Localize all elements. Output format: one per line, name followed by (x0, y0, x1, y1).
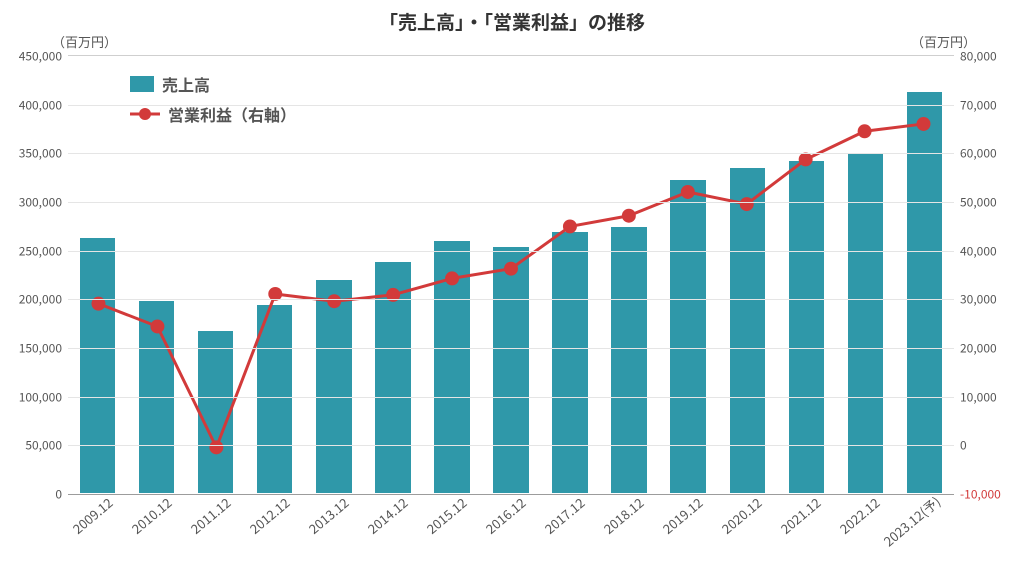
y-tick-left: 150,000 (19, 340, 68, 357)
gridline (68, 445, 954, 446)
gridline (68, 348, 954, 349)
op-profit-line (98, 124, 923, 447)
y-tick-left: 50,000 (25, 437, 68, 454)
y-tick-right: 60,000 (954, 145, 997, 162)
y-tick-left: 350,000 (19, 145, 68, 162)
x-tick-label: 2022.12 (836, 493, 884, 538)
legend-label-sales: 売上高 (162, 72, 210, 96)
gridline (68, 299, 954, 300)
op-profit-marker (681, 185, 695, 199)
y-tick-left: 300,000 (19, 194, 68, 211)
y-tick-left: 100,000 (19, 388, 68, 405)
x-tick-label: 2009.12 (68, 493, 116, 538)
x-tick-label: 2010.12 (127, 493, 175, 538)
gridline (68, 153, 954, 154)
legend: 売上高 営業利益（右軸） (130, 72, 296, 132)
chart-title: 「売上高」・「営業利益」の推移 (0, 8, 1024, 35)
legend-label-op-profit: 営業利益（右軸） (168, 102, 296, 126)
legend-item-sales: 売上高 (130, 72, 296, 96)
op-profit-marker (622, 209, 636, 223)
gridline (68, 251, 954, 252)
op-profit-marker (504, 262, 518, 276)
x-tick-label: 2018.12 (599, 493, 647, 538)
x-tick-label: 2017.12 (540, 493, 588, 538)
y-tick-right: 10,000 (954, 388, 997, 405)
op-profit-marker (917, 117, 931, 131)
x-tick-label: 2019.12 (658, 493, 706, 538)
op-profit-marker (799, 152, 813, 166)
op-profit-marker (445, 271, 459, 285)
op-profit-marker (563, 219, 577, 233)
op-profit-marker (150, 319, 164, 333)
y-tick-left: 200,000 (19, 291, 68, 308)
y-tick-left: 0 (55, 486, 68, 503)
x-axis-baseline (68, 494, 954, 495)
y-tick-right: 30,000 (954, 291, 997, 308)
x-tick-label: 2014.12 (363, 493, 411, 538)
y-tick-right: 20,000 (954, 340, 997, 357)
x-tick-label: 2016.12 (481, 493, 529, 538)
y-tick-right: 40,000 (954, 242, 997, 259)
y-tick-right: 70,000 (954, 96, 997, 113)
gridline (68, 397, 954, 398)
legend-swatch-sales (130, 76, 154, 92)
revenue-profit-chart: 「売上高」・「営業利益」の推移 （百万円） （百万円） 050,000100,0… (0, 0, 1024, 581)
x-tick-label: 2013.12 (304, 493, 352, 538)
y-tick-right: -10,000 (954, 486, 1001, 503)
x-tick-label: 2011.12 (186, 493, 234, 538)
legend-item-op-profit: 営業利益（右軸） (130, 102, 296, 126)
op-profit-marker (740, 197, 754, 211)
y-tick-right: 50,000 (954, 194, 997, 211)
y-tick-left: 450,000 (19, 48, 68, 65)
y-tick-left: 400,000 (19, 96, 68, 113)
op-profit-marker (327, 294, 341, 308)
legend-swatch-op-profit (130, 106, 160, 122)
x-tick-label: 2023.12(予) (880, 492, 945, 551)
op-profit-marker (209, 440, 223, 454)
x-tick-label: 2021.12 (777, 493, 825, 538)
gridline (68, 202, 954, 203)
op-profit-marker (858, 124, 872, 138)
x-tick-label: 2020.12 (717, 493, 765, 538)
y-tick-right: 80,000 (954, 48, 997, 65)
x-tick-label: 2012.12 (245, 493, 293, 538)
x-tick-label: 2015.12 (422, 493, 470, 538)
y-tick-right: 0 (954, 437, 967, 454)
y-tick-left: 250,000 (19, 242, 68, 259)
